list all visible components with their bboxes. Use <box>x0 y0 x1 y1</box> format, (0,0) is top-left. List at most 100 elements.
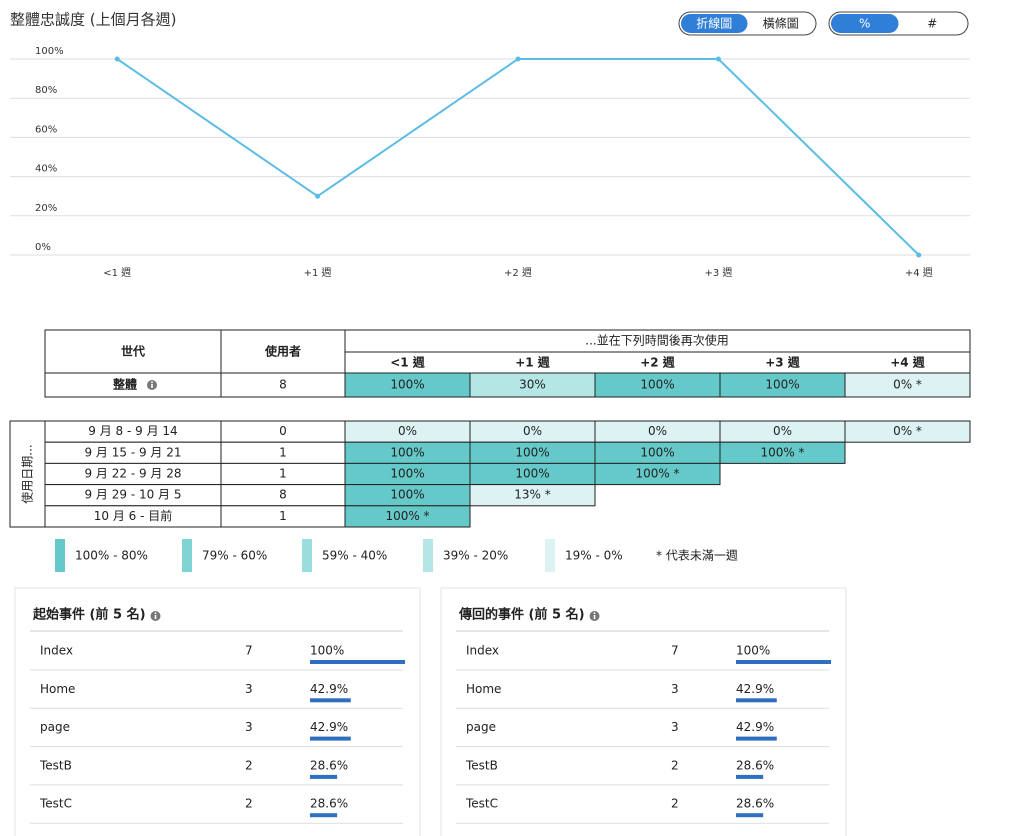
event-count: 7 <box>671 644 679 658</box>
toggle-option[interactable]: 折線圖 <box>696 16 732 31</box>
event-percent: 28.6% <box>736 797 774 811</box>
y-tick-label: 80% <box>35 85 57 96</box>
retention-label: 100% <box>640 445 674 459</box>
x-tick-label: +4 週 <box>905 266 933 279</box>
legend-swatch <box>302 539 312 572</box>
legend-label: 79% - 60% <box>202 549 267 563</box>
event-bar <box>736 698 777 703</box>
legend-swatch <box>55 539 65 572</box>
point <box>515 56 521 62</box>
retention-label: 0% * <box>893 378 922 392</box>
retention-label: 100% <box>515 467 549 481</box>
event-count: 2 <box>671 758 679 772</box>
event-percent: 42.9% <box>736 720 774 734</box>
retention-cell <box>844 420 971 443</box>
y-tick-label: 60% <box>35 124 57 135</box>
event-count: 3 <box>671 720 679 734</box>
toggle-active <box>831 14 899 33</box>
line <box>116 58 920 256</box>
event-name[interactable]: page <box>40 720 70 734</box>
retention-label: 100% * <box>635 467 679 481</box>
info-icon-bar <box>151 384 153 388</box>
cohort-users: 1 <box>279 445 287 459</box>
cohort-users: 8 <box>279 488 287 502</box>
legend-swatch <box>423 539 433 572</box>
event-percent: 42.9% <box>736 682 774 696</box>
event-name[interactable]: TestB <box>39 758 72 772</box>
overall-label: 整體 <box>112 377 137 392</box>
x-tick-label: +1 週 <box>304 266 332 279</box>
legend-note: * 代表未滿一週 <box>656 548 738 563</box>
y-tick-label: 40% <box>35 164 57 175</box>
y-tick-label: 20% <box>35 203 57 214</box>
event-percent: 28.6% <box>736 758 774 772</box>
retention-label: 0% <box>648 424 667 438</box>
period-header: +4 週 <box>890 355 926 370</box>
info-icon-dot <box>154 612 157 615</box>
event-percent: 28.6% <box>310 758 348 772</box>
panel <box>14 587 421 836</box>
retention-label: 100% <box>765 378 799 392</box>
y-tick-label: 100% <box>35 46 64 57</box>
retention-cell <box>719 441 846 464</box>
event-bar <box>310 660 405 664</box>
panel <box>440 587 847 836</box>
toggle-option[interactable]: % <box>859 17 870 31</box>
table-cell <box>220 372 346 398</box>
event-name[interactable]: TestC <box>39 797 72 811</box>
retention-label: 100% * <box>760 445 804 459</box>
event-count: 2 <box>671 797 679 811</box>
panel-title: 起始事件 (前 5 名) <box>32 607 146 623</box>
event-bar <box>736 774 764 779</box>
period-header: +3 週 <box>765 355 801 370</box>
event-bar <box>310 698 351 703</box>
cohort-users: 1 <box>279 467 287 481</box>
retention-label: 13% * <box>514 488 551 502</box>
info-icon-bar <box>593 615 596 619</box>
retention-label: 100% <box>515 445 549 459</box>
event-percent: 42.9% <box>310 720 348 734</box>
toggle-option[interactable]: 橫條圖 <box>763 17 799 31</box>
table-header: ...並在下列時間後再次使用 <box>585 333 728 348</box>
cohort-label: 10 月 6 - 目前 <box>94 508 173 523</box>
retention-label: 100% <box>390 488 424 502</box>
table-header: 使用者 <box>264 344 301 359</box>
retention-label: 100% * <box>385 509 429 523</box>
event-bar <box>736 813 764 818</box>
retention-cell <box>469 484 596 507</box>
event-name[interactable]: TestC <box>465 797 498 811</box>
retention-label: 0% <box>398 424 417 438</box>
event-percent: 100% <box>310 644 344 658</box>
overall-users: 8 <box>279 378 287 392</box>
retention-label: 100% <box>390 378 424 392</box>
event-bar <box>310 736 351 741</box>
table-cell <box>44 329 222 374</box>
point <box>114 56 120 62</box>
cohort-users: 0 <box>279 424 287 438</box>
retention-cell <box>594 372 721 398</box>
event-name[interactable]: Index <box>466 644 499 658</box>
y-tick-label: 0% <box>35 242 51 253</box>
retention-cell <box>344 372 471 398</box>
legend-label: 19% - 0% <box>565 549 623 563</box>
cohort-label: 9 月 15 - 9 月 21 <box>84 445 181 459</box>
event-name[interactable]: page <box>466 720 496 734</box>
x-tick-label: +2 週 <box>504 266 532 279</box>
toggle-option[interactable]: # <box>927 17 937 31</box>
cohort-users: 1 <box>279 509 287 523</box>
retention-label: 0% * <box>893 424 922 438</box>
cohort-label: 9 月 29 - 10 月 5 <box>84 488 181 502</box>
event-count: 3 <box>245 720 253 734</box>
retention-label: 100% <box>640 378 674 392</box>
event-name[interactable]: Home <box>40 682 75 696</box>
point <box>916 252 922 258</box>
info-icon-bar <box>154 615 157 619</box>
legend-swatch <box>182 539 192 572</box>
event-count: 2 <box>245 758 253 772</box>
event-name[interactable]: Index <box>40 644 73 658</box>
event-name[interactable]: Home <box>466 682 501 696</box>
event-name[interactable]: TestB <box>465 758 498 772</box>
event-count: 3 <box>245 682 253 696</box>
